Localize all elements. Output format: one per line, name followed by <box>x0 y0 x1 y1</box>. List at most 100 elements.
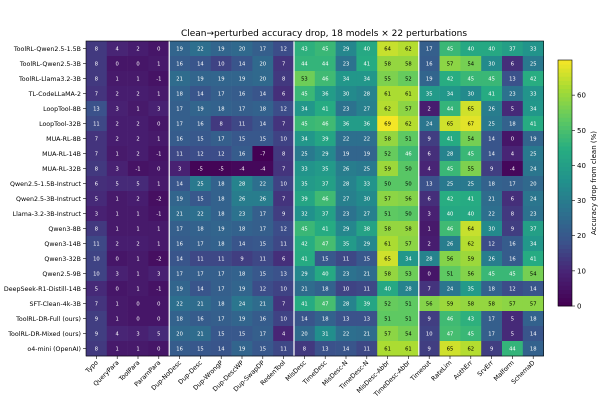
heatmap-cell <box>148 266 170 282</box>
colorbar-segment <box>558 68 572 73</box>
row-label: ToolRL-Qwen2.5-3B <box>19 61 81 68</box>
colorbar-tick-label: 10 <box>577 267 586 275</box>
cell-value-label: 6 <box>428 197 431 203</box>
cell-value-label: 58 <box>384 137 391 143</box>
heatmap-cell <box>127 191 149 207</box>
heatmap-cell <box>439 131 461 147</box>
heatmap-cell <box>356 236 378 252</box>
cell-value-label: 37 <box>322 182 329 188</box>
heatmap-cell <box>418 176 440 192</box>
heatmap-cell <box>481 86 503 102</box>
heatmap-cell <box>190 41 212 57</box>
heatmap-cell <box>273 311 295 327</box>
cell-value-label: 18 <box>259 107 266 113</box>
cell-value-label: 14 <box>197 92 204 98</box>
cell-value-label: 1 <box>136 77 139 83</box>
column-labels: TypoQueryParaToolParaParamParaDup-NoDesc… <box>84 356 537 399</box>
heatmap-cell <box>210 131 232 147</box>
colorbar-tick-label: 50 <box>577 127 586 135</box>
cell-value-label: 18 <box>239 272 246 278</box>
cell-value-label: 59 <box>447 302 454 308</box>
heatmap-cell <box>335 191 357 207</box>
cell-value-label: -5 <box>219 167 224 173</box>
cell-value-label: 15 <box>197 347 204 353</box>
heatmap-cell <box>273 146 295 162</box>
heatmap-cell <box>460 341 482 357</box>
heatmap-cell <box>169 71 191 87</box>
column-label: SrvErr <box>476 359 495 378</box>
heatmap-cell <box>314 146 336 162</box>
heatmap-cell <box>169 251 191 267</box>
cell-value-label: 3 <box>157 272 160 278</box>
heatmap-cell <box>148 251 170 267</box>
cell-value-label: 7 <box>428 287 431 293</box>
heatmap-cell <box>460 161 482 177</box>
cell-value-label: 58 <box>384 62 391 68</box>
cell-value-label: 28 <box>405 287 412 293</box>
heatmap-cell <box>418 191 440 207</box>
heatmap-cell <box>398 251 420 267</box>
cell-value-label: 50 <box>405 182 412 188</box>
cell-value-label: 46 <box>322 77 329 83</box>
cell-value-label: 51 <box>405 137 412 143</box>
cell-value-label: 21 <box>176 212 183 218</box>
heatmap-cell <box>273 161 295 177</box>
cell-value-label: 3 <box>136 332 139 338</box>
colorbar-tick-label: 20 <box>577 232 586 240</box>
colorbar-segment <box>558 64 572 69</box>
cell-value-label: 18 <box>197 227 204 233</box>
cell-value-label: 37 <box>530 227 537 233</box>
heatmap-cell <box>231 206 253 222</box>
heatmap-cell <box>294 161 316 177</box>
cell-value-label: 57 <box>405 242 412 248</box>
heatmap-cell <box>190 71 212 87</box>
colorbar-segment <box>558 260 572 266</box>
cell-value-label: 18 <box>239 227 246 233</box>
cell-value-label: 4 <box>511 152 515 158</box>
cell-value-label: 28 <box>343 182 350 188</box>
heatmap-cell <box>335 161 357 177</box>
heatmap-cell <box>127 116 149 132</box>
heatmap-cell <box>231 236 253 252</box>
cell-value-label: 25 <box>488 122 495 128</box>
cell-value-label: 7 <box>282 197 285 203</box>
heatmap-cell <box>418 116 440 132</box>
row-label: ToolRL-DR-Mixed (ours) <box>7 331 81 338</box>
heatmap-cell <box>460 146 482 162</box>
cell-value-label: 64 <box>384 47 391 53</box>
heatmap-cell <box>439 71 461 87</box>
cell-value-label: 56 <box>467 272 474 278</box>
cell-value-label: 26 <box>239 197 246 203</box>
heatmap-cell <box>418 101 440 117</box>
cell-value-label: 39 <box>301 197 308 203</box>
heatmap-cell <box>314 281 336 297</box>
heatmap-cell <box>502 101 524 117</box>
heatmap-cell <box>335 206 357 222</box>
heatmap-cell <box>439 116 461 132</box>
cell-value-label: 52 <box>384 152 391 158</box>
cell-value-label: 1 <box>116 317 119 323</box>
cell-value-label: 9 <box>240 257 243 263</box>
heatmap-cell <box>314 341 336 357</box>
heatmap-cell <box>356 251 378 267</box>
heatmap-cell <box>335 86 357 102</box>
heatmap-cell <box>502 146 524 162</box>
cell-value-label: 7 <box>95 137 98 143</box>
cell-value-label: 17 <box>509 182 516 188</box>
cell-value-label: 13 <box>509 77 516 83</box>
cell-value-label: 58 <box>405 62 412 68</box>
cell-value-label: 16 <box>176 347 183 353</box>
cell-value-label: 45 <box>467 332 474 338</box>
cell-value-label: 42 <box>447 77 454 83</box>
colorbar-segment <box>558 281 572 286</box>
heatmap-cell <box>294 71 316 87</box>
heatmap-cell <box>460 326 482 342</box>
heatmap-cell <box>356 221 378 237</box>
heatmap-cell <box>481 191 503 207</box>
heatmap-cell <box>210 71 232 87</box>
cell-value-label: 30 <box>488 62 495 68</box>
cell-value-label: 11 <box>176 152 183 158</box>
heatmap-cell <box>127 221 149 237</box>
heatmap-cell <box>439 161 461 177</box>
heatmap-cell <box>377 86 399 102</box>
